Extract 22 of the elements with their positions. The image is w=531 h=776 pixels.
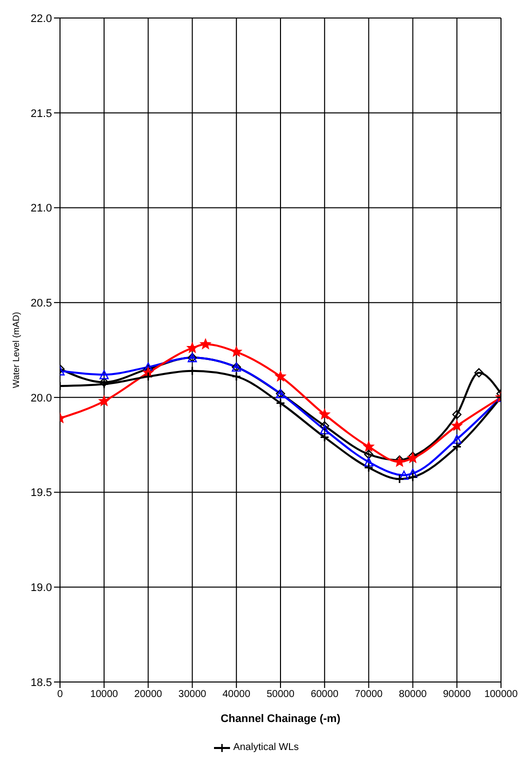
- y-tick-label: 19.5: [30, 487, 52, 500]
- x-tick-label: 100000: [484, 689, 518, 700]
- y-tick-label: 19.0: [30, 582, 52, 594]
- x-tick-label: 70000: [354, 689, 384, 700]
- x-tick-label: 40000: [222, 689, 251, 700]
- y-tick-label: 20.0: [30, 392, 52, 404]
- y-tick-label: 20.5: [30, 297, 52, 310]
- y-tick-label: 21.0: [30, 202, 52, 215]
- x-axis-title: Channel Chainage (-m): [220, 713, 341, 725]
- x-tick-label: 60000: [310, 689, 339, 700]
- y-axis-title: Water Level (mAD): [11, 312, 22, 388]
- legend-label: Analytical WLs: [233, 742, 299, 753]
- y-tick-label: 18.5: [30, 676, 52, 689]
- x-tick-label: 50000: [266, 689, 295, 700]
- x-tick-label: 80000: [398, 689, 428, 700]
- x-tick-label: 20000: [134, 689, 163, 700]
- x-tick-label: 30000: [178, 689, 207, 700]
- x-tick-label: 0: [57, 689, 64, 700]
- y-tick-label: 21.5: [30, 108, 52, 120]
- y-tick-label: 22.0: [30, 12, 52, 25]
- x-tick-label: 10000: [90, 689, 118, 700]
- x-tick-label: 90000: [442, 689, 472, 700]
